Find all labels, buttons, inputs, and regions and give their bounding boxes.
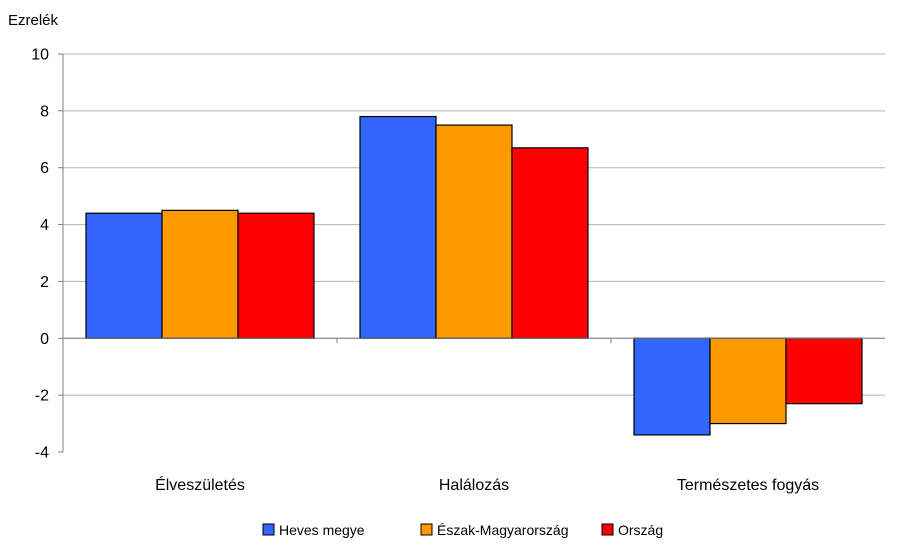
bar-3-1 <box>237 212 315 339</box>
y-tick-label: -4 <box>35 445 49 462</box>
y-tick-labels: 10 8 6 4 2 0 -2 -4 <box>31 47 49 462</box>
x-category-label: Halálozás <box>439 477 509 494</box>
x-category-labels: Élveszületés Halálozás Természetes fogyás <box>155 475 819 494</box>
legend-label: Ország <box>618 522 663 538</box>
bar-1-2 <box>359 115 437 339</box>
y-tick-label: 2 <box>40 274 49 291</box>
legend-swatch <box>601 523 614 536</box>
bar-1-1 <box>85 212 163 339</box>
bar-1-3 <box>633 337 711 436</box>
legend-swatch <box>262 523 275 536</box>
y-axis-unit-label: Ezrelék <box>8 12 59 29</box>
axes <box>58 53 885 453</box>
legend: Heves megye Észak-Magyarország Ország <box>262 522 663 538</box>
bar-2-1 <box>161 209 239 339</box>
x-category-label: Élveszületés <box>155 475 245 494</box>
y-tick-label: 6 <box>40 160 49 177</box>
y-tick-label: 8 <box>40 103 49 120</box>
y-tick-label: 10 <box>31 47 49 64</box>
bar-2-2 <box>435 124 513 339</box>
x-category-label: Természetes fogyás <box>677 477 819 494</box>
bar-3-2 <box>511 147 589 339</box>
bar-2-3 <box>709 337 787 425</box>
bars <box>85 115 863 436</box>
legend-swatch <box>420 523 433 536</box>
bar-3-3 <box>785 337 863 405</box>
y-tick-label: 4 <box>40 217 49 234</box>
y-tick-label: 0 <box>40 331 49 348</box>
legend-label: Észak-Magyarország <box>437 522 569 538</box>
y-tick-label: -2 <box>35 388 49 405</box>
legend-label: Heves megye <box>279 522 365 538</box>
